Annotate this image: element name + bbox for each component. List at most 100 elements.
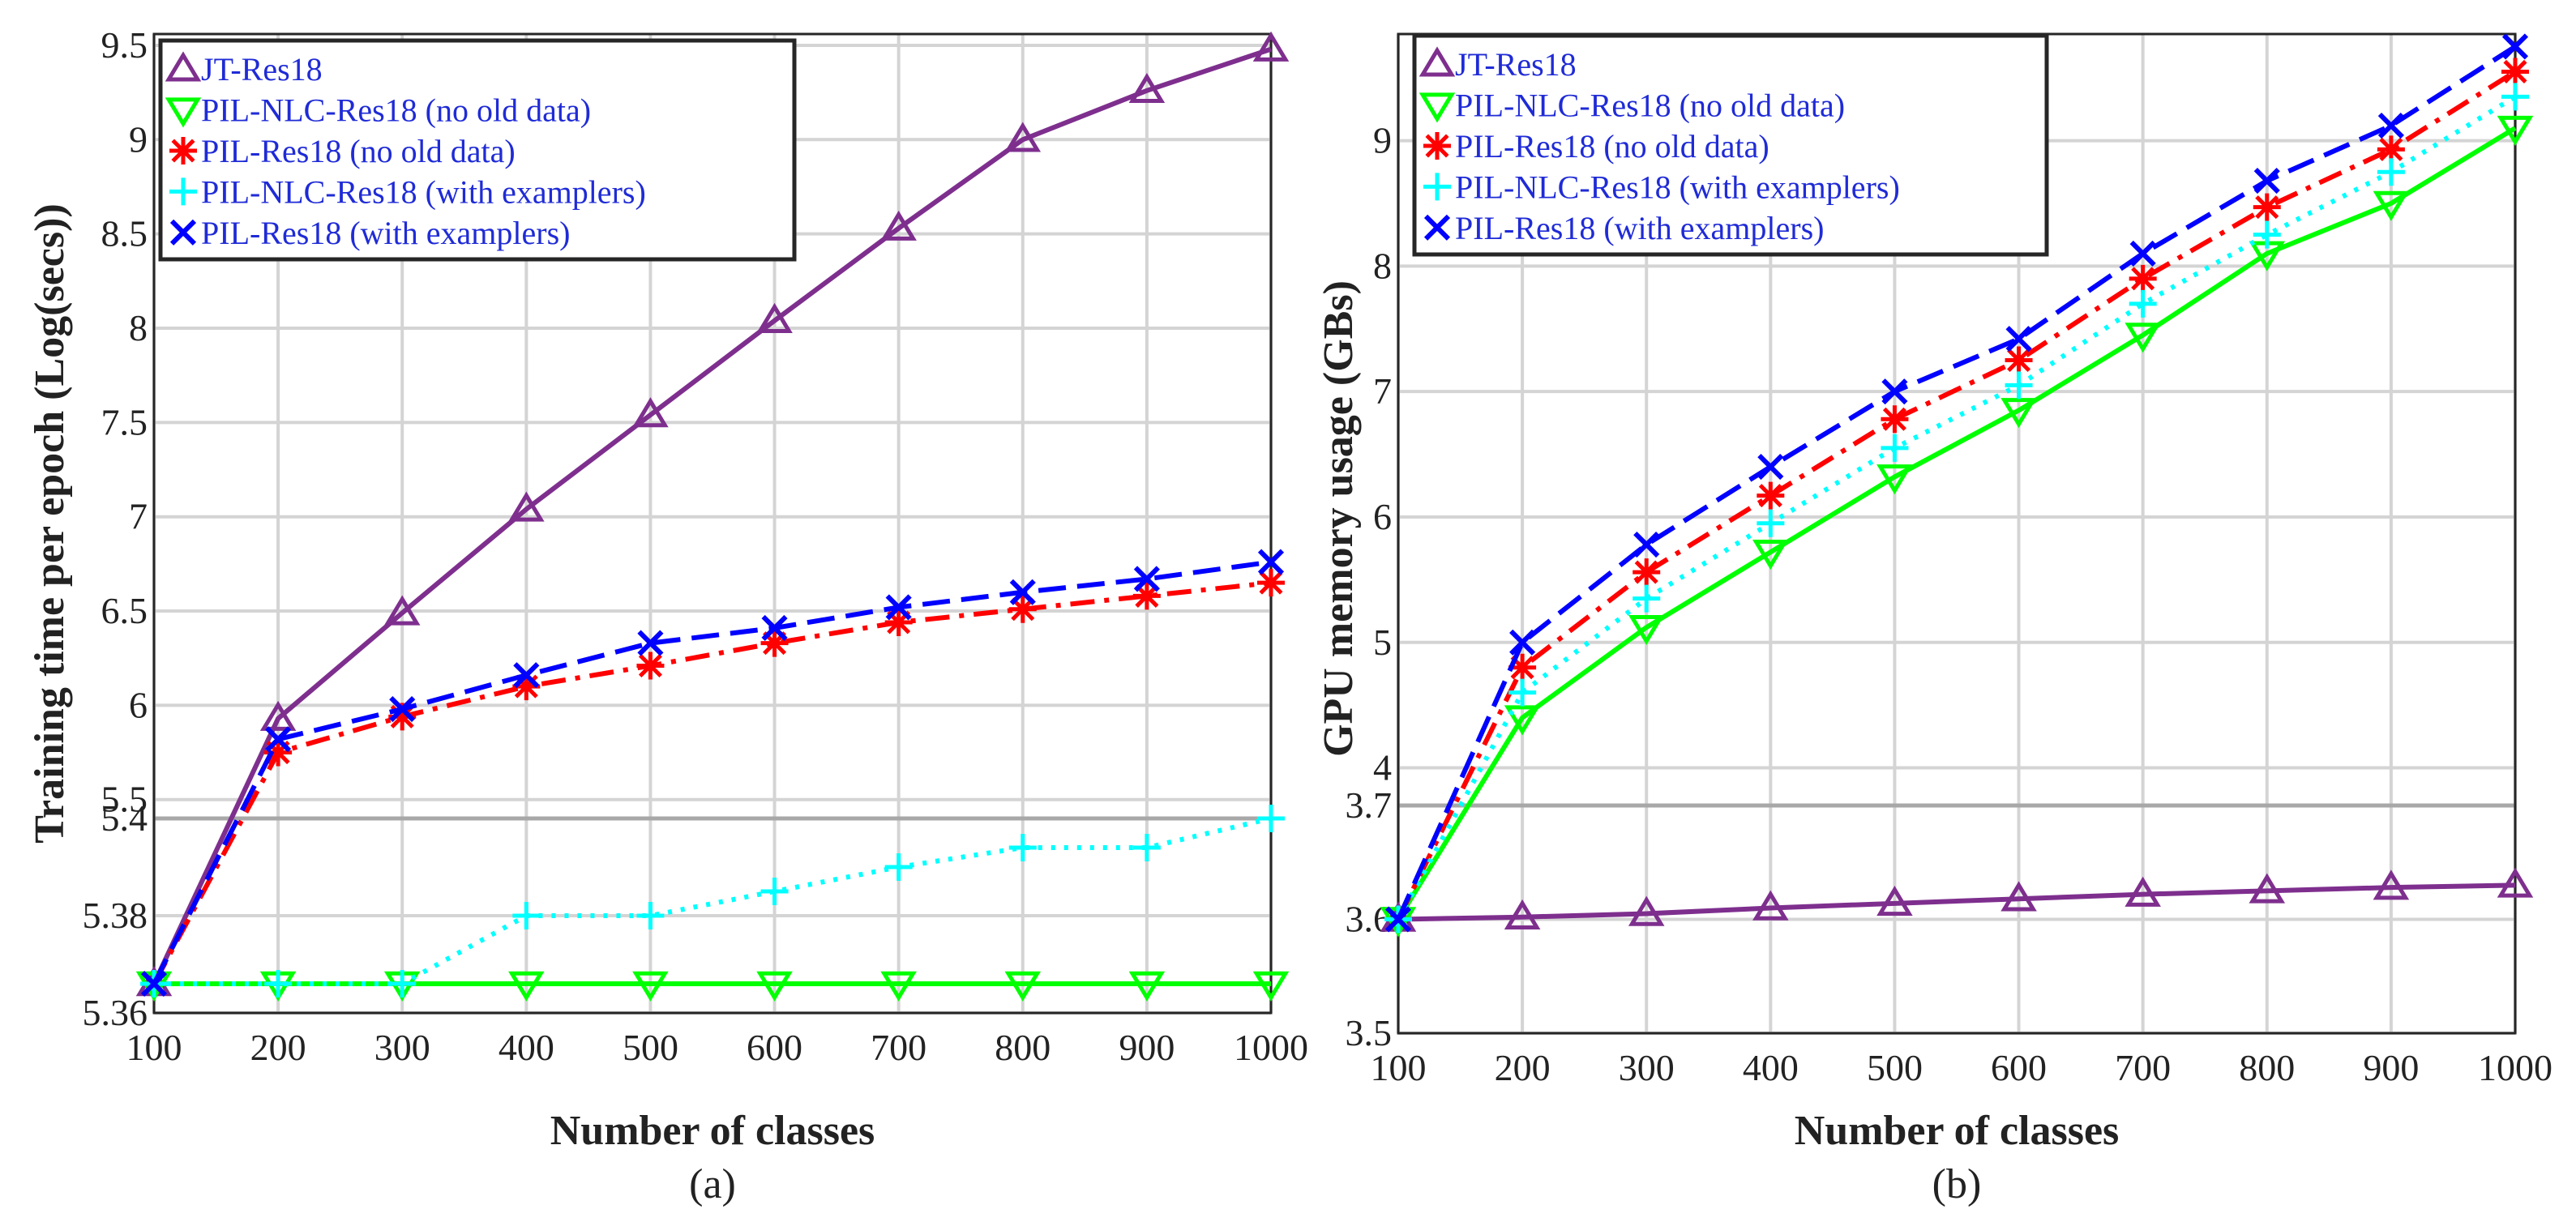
legend-item: JT-Res18 (1419, 46, 1577, 83)
series-line (1396, 69, 2517, 921)
series-line (154, 816, 1272, 986)
x-tick-label: 700 (871, 1027, 926, 1068)
y-tick-label: 7.5 (101, 401, 148, 442)
data-point (2501, 33, 2529, 60)
y-tick-label: 5.4 (101, 797, 148, 839)
data-point (383, 595, 421, 626)
data-point (1633, 531, 1660, 558)
x-tick-label: 300 (1619, 1047, 1675, 1088)
legend-item: PIL-Res18 (with examplers) (169, 215, 570, 251)
data-point (2497, 867, 2534, 898)
legend-label: JT-Res18 (1455, 46, 1577, 83)
data-point (636, 652, 665, 680)
y-tick-label: 6 (129, 684, 148, 725)
data-point (1133, 566, 1160, 592)
data-point (1384, 906, 1412, 933)
y-tick-label: 3.7 (1346, 784, 1393, 826)
series-1 (1380, 867, 2534, 932)
series-line (1396, 44, 2517, 921)
data-point (1876, 885, 1913, 916)
y-tick-label: 9 (129, 118, 148, 160)
data-point (760, 629, 789, 657)
x-tick-label: 1000 (1234, 1027, 1308, 1068)
data-point (1504, 705, 1541, 736)
legend-item: PIL-NLC-Res18 (no old data) (165, 92, 591, 129)
legend-marker (1419, 46, 1456, 77)
legend-label: PIL-NLC-Res18 (with examplers) (201, 173, 646, 210)
legend-marker (1423, 173, 1451, 201)
data-point (513, 662, 540, 689)
series-1 (135, 31, 1290, 997)
data-point (1008, 834, 1037, 861)
series-3 (140, 569, 1285, 998)
x-tick-label: 400 (499, 1027, 554, 1068)
x-axis-title: Number of classes (1795, 1108, 2120, 1154)
series-line (1396, 126, 2517, 921)
x-tick-label: 200 (1495, 1047, 1551, 1088)
data-point (2501, 58, 2529, 86)
y-tick-label: 7 (129, 496, 148, 537)
data-point (2005, 346, 2033, 374)
legend-label: PIL-NLC-Res18 (no old data) (201, 92, 591, 129)
series-line (1397, 882, 2516, 922)
data-point (760, 878, 789, 905)
data-point (756, 971, 793, 1002)
legend-marker (165, 51, 202, 82)
legend-label: PIL-Res18 (no old data) (201, 133, 516, 169)
y-tick-label: 9 (1373, 120, 1392, 161)
legend-marker (1423, 132, 1451, 160)
legend-item: PIL-NLC-Res18 (with examplers) (1423, 169, 1900, 205)
legend-label: PIL-NLC-Res18 (with examplers) (1455, 169, 1900, 205)
legend-label: PIL-Res18 (no old data) (1455, 128, 1769, 164)
data-point (884, 853, 913, 881)
data-point (1508, 653, 1537, 682)
data-point (1628, 614, 1665, 646)
data-point (1752, 540, 1789, 570)
data-point (2129, 240, 2156, 267)
legend: JT-Res18 PIL-NLC-Res18 (no old data) PIL-R… (158, 38, 797, 262)
data-point (1004, 971, 1042, 1002)
data-point (2497, 115, 2534, 146)
data-point (2501, 83, 2529, 111)
y-axis-title: Training time per epoch (Log(secs)) (27, 203, 73, 844)
data-point (1257, 569, 1285, 597)
legend-item: JT-Res18 (165, 51, 323, 88)
data-point (1128, 72, 1166, 104)
data-point (1508, 678, 1537, 707)
data-point (508, 491, 545, 522)
legend-box (1412, 33, 2049, 257)
data-point (2253, 168, 2280, 194)
panel-caption: (b) (1932, 1161, 1982, 1207)
legend-item: PIL-NLC-Res18 (with examplers) (169, 173, 646, 210)
series-5 (1384, 33, 2529, 933)
x-tick-label: 500 (1867, 1047, 1923, 1088)
legend-label: PIL-Res18 (with examplers) (201, 215, 570, 251)
data-point (259, 700, 297, 731)
data-point (2377, 158, 2405, 186)
y-tick-label: 5 (1373, 622, 1392, 663)
data-point (1881, 405, 1909, 434)
legend-label: PIL-NLC-Res18 (no old data) (1455, 88, 1845, 124)
y-tick-label: 5.36 (83, 992, 148, 1033)
x-tick-label: 1000 (2478, 1047, 2552, 1088)
panel-b-gpu-memory-chart: 100 200 300 400 500 600 700 800 900 1000 3.5 3.6 3.7… (1316, 32, 2552, 1207)
y-tick-label: 6.5 (101, 590, 148, 631)
data-point (2249, 873, 2286, 904)
y-axis-title: GPU memory usage (GBs) (1316, 280, 1362, 757)
legend-item: PIL-Res18 (no old data) (1423, 128, 1769, 164)
data-point (1132, 582, 1161, 610)
legend-marker (169, 137, 197, 164)
data-point (2253, 220, 2281, 249)
data-point (880, 210, 917, 241)
data-point (2377, 112, 2404, 139)
data-point (756, 302, 793, 333)
x-axis-title: Number of classes (550, 1108, 875, 1154)
x-tick-label: 700 (2115, 1047, 2171, 1088)
series-line (152, 46, 1272, 985)
data-point (264, 738, 293, 767)
data-point (761, 614, 788, 642)
data-point (1757, 453, 1784, 481)
data-point (636, 902, 665, 929)
data-point (2373, 870, 2410, 900)
